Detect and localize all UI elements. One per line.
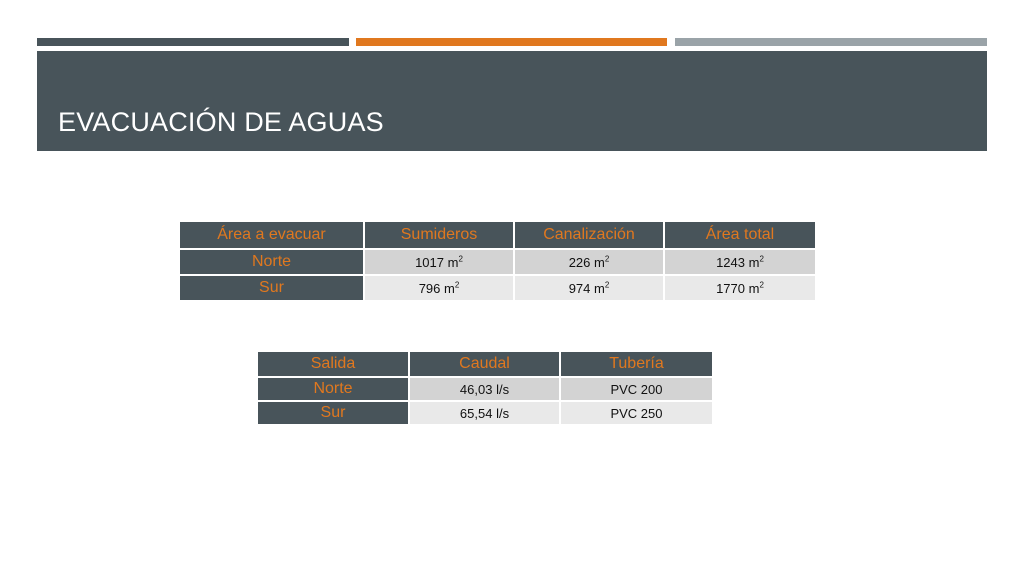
slide-title: EVACUACIÓN DE AGUAS — [58, 107, 384, 137]
cell-caudal: 65,54 l/s — [410, 402, 561, 424]
header-canalizacion: Canalización — [515, 222, 665, 250]
row-label-sur: Sur — [180, 276, 365, 300]
accent-bar-orange — [356, 38, 667, 46]
header-caudal: Caudal — [410, 352, 561, 378]
cell-canalizacion: 226 m2 — [515, 250, 665, 276]
cell-area-total: 1770 m2 — [665, 276, 815, 300]
table-row: Sur 65,54 l/s PVC 250 — [258, 402, 712, 424]
header-tuberia: Tubería — [561, 352, 712, 378]
row-label-sur: Sur — [258, 402, 410, 424]
cell-sumideros: 1017 m2 — [365, 250, 515, 276]
accent-bar-dark — [37, 38, 349, 46]
cell-sumideros: 796 m2 — [365, 276, 515, 300]
area-table-header-row: Área a evacuar Sumideros Canalización Ár… — [180, 222, 815, 250]
table-row: Norte 1017 m2 226 m2 1243 m2 — [180, 250, 815, 276]
title-band: EVACUACIÓN DE AGUAS — [37, 51, 987, 151]
cell-tuberia: PVC 250 — [561, 402, 712, 424]
accent-bar-gray — [675, 38, 987, 46]
header-sumideros: Sumideros — [365, 222, 515, 250]
cell-caudal: 46,03 l/s — [410, 378, 561, 402]
header-area-a-evacuar: Área a evacuar — [180, 222, 365, 250]
cell-canalizacion: 974 m2 — [515, 276, 665, 300]
salida-table-header-row: Salida Caudal Tubería — [258, 352, 712, 378]
table-row: Norte 46,03 l/s PVC 200 — [258, 378, 712, 402]
row-label-norte: Norte — [258, 378, 410, 402]
row-label-norte: Norte — [180, 250, 365, 276]
cell-area-total: 1243 m2 — [665, 250, 815, 276]
table-row: Sur 796 m2 974 m2 1770 m2 — [180, 276, 815, 300]
cell-tuberia: PVC 200 — [561, 378, 712, 402]
area-table: Área a evacuar Sumideros Canalización Ár… — [180, 222, 815, 300]
header-salida: Salida — [258, 352, 410, 378]
header-area-total: Área total — [665, 222, 815, 250]
salida-table: Salida Caudal Tubería Norte 46,03 l/s PV… — [258, 352, 712, 424]
